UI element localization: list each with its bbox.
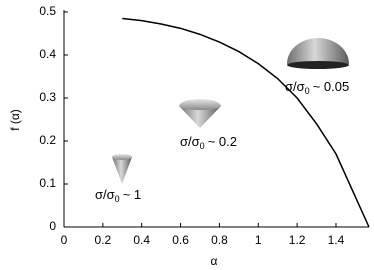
annotation-subscript: 0 — [305, 86, 310, 96]
y-axis-label: f (α) — [8, 109, 22, 131]
x-axis-label: α — [211, 254, 218, 268]
annotation: σ/σ0 ~ 1 — [95, 187, 141, 204]
x-tick-label: 0 — [61, 233, 68, 247]
cap-shape — [287, 38, 349, 69]
annotation-subscript: 0 — [115, 194, 120, 204]
x-tick-label: 0.8 — [211, 233, 228, 247]
y-tick-label: 0 — [49, 219, 56, 233]
line — [122, 17, 370, 228]
y-tick-label: 0.1 — [39, 176, 56, 190]
cone-shape — [179, 99, 221, 128]
annotation: σ/σ0 ~ 0.05 — [285, 79, 349, 96]
x-tick-label: 0.4 — [133, 233, 150, 247]
annotation-value: ~ 1 — [123, 187, 141, 202]
annotation-text: σ/σ — [285, 79, 305, 94]
x-tick-label: 1 — [255, 233, 262, 247]
annotation-subscript: 0 — [200, 141, 205, 151]
annotation-text: σ/σ — [95, 187, 115, 202]
x-tick-label: 1.4 — [328, 233, 345, 247]
annotation-value: ~ 0.05 — [313, 79, 350, 94]
y-tick-label: 0.5 — [39, 4, 56, 18]
y-tick-label: 0.2 — [39, 133, 56, 147]
x-tick-label: 1.2 — [289, 233, 306, 247]
x-tick-label: 0.6 — [172, 233, 189, 247]
y-tick-label: 0.3 — [39, 90, 56, 104]
x-tick-label: 0.2 — [95, 233, 112, 247]
y-tick-label: 0.4 — [39, 47, 56, 61]
cone-shape — [112, 154, 132, 184]
annotation-text: σ/σ — [180, 134, 200, 149]
annotation: σ/σ0 ~ 0.2 — [180, 134, 237, 151]
annotation-value: ~ 0.2 — [208, 134, 237, 149]
